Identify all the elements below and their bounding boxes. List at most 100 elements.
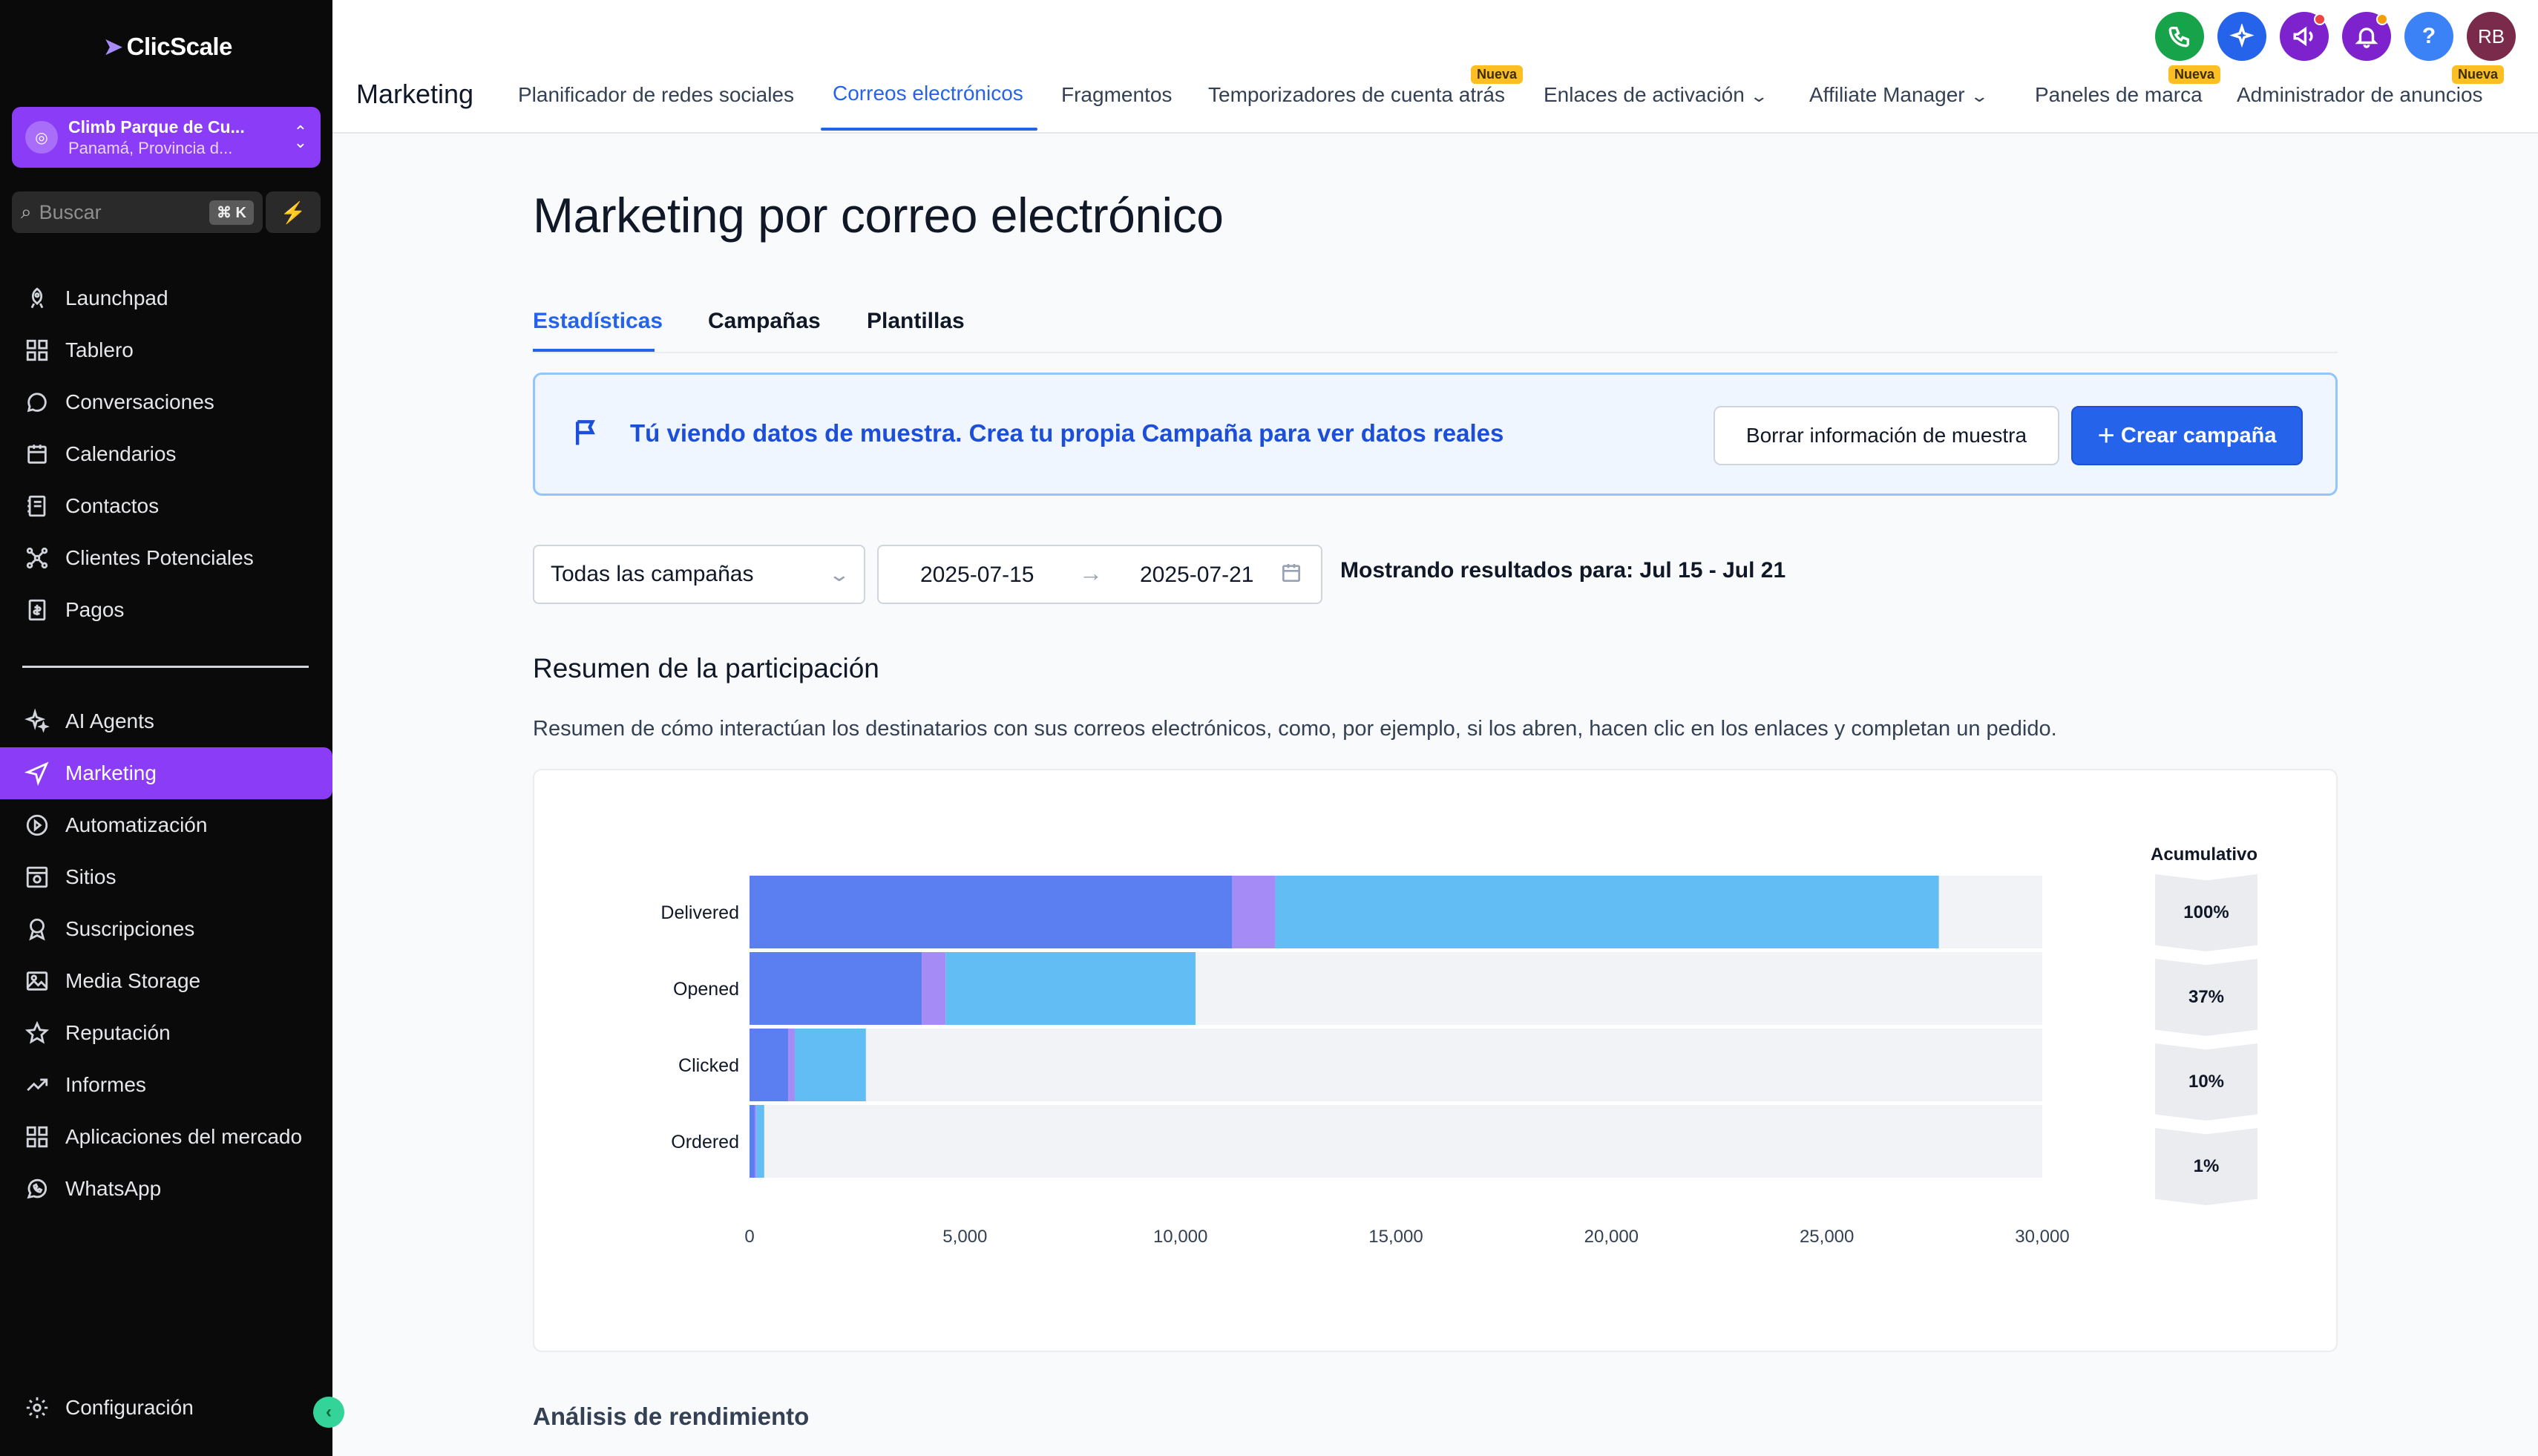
tab-paneles[interactable]: Paneles de marca bbox=[2035, 83, 2203, 106]
bar-segment bbox=[794, 1029, 866, 1101]
flag-icon bbox=[571, 416, 603, 453]
quick-action-button[interactable]: ⚡ bbox=[266, 191, 321, 233]
results-range-text: Mostrando resultados para: Jul 15 - Jul … bbox=[1340, 558, 1786, 583]
chevron-down-icon: ⌄ bbox=[1969, 87, 1989, 105]
tab-enlaces[interactable]: Enlaces de activación ⌄ bbox=[1544, 83, 1768, 106]
bar-segment bbox=[750, 876, 1233, 948]
bar-segment bbox=[788, 1029, 795, 1101]
clear-sample-data-button[interactable]: Borrar información de muestra bbox=[1714, 406, 2059, 465]
tab-correos[interactable]: Correos electrónicos bbox=[833, 82, 1023, 105]
notification-dot bbox=[2314, 13, 2326, 25]
cumulative-value: 100% bbox=[2155, 874, 2257, 951]
search-input[interactable]: ⌕ Buscar ⌘ K bbox=[12, 191, 263, 233]
tab-temporizadores[interactable]: Temporizadores de cuenta atrás bbox=[1208, 83, 1505, 106]
calendar-icon bbox=[22, 439, 52, 469]
engagement-title: Resumen de la participación bbox=[533, 653, 879, 683]
campaign-select[interactable]: Todas las campañas ⌄ bbox=[533, 545, 865, 604]
active-subtab-indicator bbox=[533, 349, 655, 352]
help-icon: ? bbox=[2421, 24, 2436, 48]
bar-segment bbox=[750, 1029, 789, 1101]
tab-fragmentos[interactable]: Fragmentos bbox=[1061, 83, 1173, 106]
bar-track bbox=[750, 1105, 2042, 1178]
date-range-picker[interactable]: 2025-07-15 → 2025-07-21 bbox=[877, 545, 1322, 604]
user-avatar[interactable]: RB bbox=[2467, 12, 2516, 61]
top-navigation: Marketing Planificador de redes sociales… bbox=[332, 0, 2538, 134]
sparkles-icon bbox=[22, 706, 52, 736]
y-tick-label: Opened bbox=[673, 979, 739, 1000]
create-campaign-button[interactable]: + Crear campaña bbox=[2071, 406, 2303, 465]
active-tab-indicator bbox=[821, 128, 1037, 131]
account-switcher[interactable]: ◎ Climb Parque de Cu... Panamá, Provinci… bbox=[12, 107, 321, 168]
sidebar-item-configuracion[interactable]: Configuración bbox=[0, 1382, 332, 1434]
notifications-button[interactable] bbox=[2342, 12, 2391, 61]
sidebar-item-automatizacion[interactable]: Automatización bbox=[0, 799, 332, 851]
sidebar-item-media-storage[interactable]: Media Storage bbox=[0, 955, 332, 1007]
tab-estadisticas[interactable]: Estadísticas bbox=[533, 309, 663, 333]
sparkles-icon bbox=[2229, 24, 2255, 48]
sidebar-item-tablero[interactable]: Tablero bbox=[0, 324, 332, 376]
sidebar-item-contactos[interactable]: Contactos bbox=[0, 480, 332, 532]
sidebar-item-ai-agents[interactable]: AI Agents bbox=[0, 695, 332, 747]
tab-anuncios[interactable]: Administrador de anuncios bbox=[2237, 83, 2483, 106]
announcements-button[interactable] bbox=[2280, 12, 2329, 61]
app-logo[interactable]: ➤ ClicScale bbox=[104, 33, 232, 60]
cumulative-title: Acumulativo bbox=[2151, 845, 2258, 865]
award-icon bbox=[22, 914, 52, 944]
subtabs-divider bbox=[533, 352, 2338, 353]
new-badge: Nueva bbox=[2168, 65, 2221, 84]
sidebar-item-marketing[interactable]: Marketing bbox=[0, 747, 332, 799]
bar-segment bbox=[750, 1105, 755, 1178]
page-title: Marketing por correo electrónico bbox=[533, 188, 1224, 243]
gear-icon bbox=[22, 1393, 52, 1423]
phone-button[interactable] bbox=[2155, 12, 2204, 61]
tab-affiliate[interactable]: Affiliate Manager ⌄ bbox=[1809, 83, 1989, 106]
collapse-sidebar-button[interactable]: ‹ bbox=[313, 1397, 344, 1428]
location-avatar-icon: ◎ bbox=[25, 121, 58, 154]
section-title: Marketing bbox=[356, 79, 474, 109]
x-tick-label: 25,000 bbox=[1800, 1227, 1854, 1247]
y-tick-label: Clicked bbox=[678, 1055, 739, 1076]
ai-assistant-button[interactable] bbox=[2217, 12, 2266, 61]
sidebar-item-sitios[interactable]: Sitios bbox=[0, 851, 332, 903]
help-button[interactable]: ? bbox=[2404, 12, 2453, 61]
bar-segment bbox=[750, 952, 922, 1025]
tab-planificador[interactable]: Planificador de redes sociales bbox=[518, 83, 794, 106]
trending-icon bbox=[22, 1070, 52, 1100]
sidebar-item-whatsapp[interactable]: WhatsApp bbox=[0, 1163, 332, 1215]
calendar-icon[interactable] bbox=[1279, 561, 1303, 591]
sample-data-banner: Tú viendo datos de muestra. Crea tu prop… bbox=[533, 373, 2338, 496]
sidebar-item-conversaciones[interactable]: Conversaciones bbox=[0, 376, 332, 428]
bell-icon bbox=[2355, 27, 2378, 48]
sidebar-item-pagos[interactable]: Pagos bbox=[0, 584, 332, 636]
lightning-icon: ⚡ bbox=[280, 200, 306, 224]
sidebar-item-suscripciones[interactable]: Suscripciones bbox=[0, 903, 332, 955]
sidebar-item-reputacion[interactable]: Reputación bbox=[0, 1007, 332, 1059]
bar-segment bbox=[945, 952, 1196, 1025]
payments-icon bbox=[22, 595, 52, 625]
new-badge: Nueva bbox=[2452, 65, 2505, 84]
star-icon bbox=[22, 1018, 52, 1048]
bar-segment bbox=[1232, 876, 1276, 948]
leads-network-icon bbox=[22, 543, 52, 573]
account-location: Panamá, Provincia d... bbox=[68, 138, 233, 157]
chevron-left-icon: ‹ bbox=[326, 1402, 332, 1422]
sidebar-item-aplicaciones-del-mercado[interactable]: Aplicaciones del mercado bbox=[0, 1111, 332, 1163]
chevron-down-icon: ⌄ bbox=[1749, 87, 1768, 105]
chevron-down-icon: ⌄ bbox=[827, 563, 851, 586]
bar-track bbox=[750, 1029, 2042, 1101]
x-tick-label: 10,000 bbox=[1153, 1227, 1207, 1247]
search-icon: ⌕ bbox=[21, 200, 32, 223]
sidebar-item-clientes-potenciales[interactable]: Clientes Potenciales bbox=[0, 532, 332, 584]
sidebar-item-informes[interactable]: Informes bbox=[0, 1059, 332, 1111]
cumulative-value: 10% bbox=[2155, 1043, 2257, 1121]
start-date-input[interactable]: 2025-07-15 bbox=[920, 563, 1034, 587]
tab-plantillas[interactable]: Plantillas bbox=[867, 309, 965, 333]
account-name: Climb Parque de Cu... bbox=[68, 117, 245, 137]
automation-icon bbox=[22, 810, 52, 840]
sidebar-item-calendarios[interactable]: Calendarios bbox=[0, 428, 332, 480]
cumulative-value: 1% bbox=[2155, 1128, 2257, 1205]
end-date-input[interactable]: 2025-07-21 bbox=[1140, 563, 1254, 587]
sidebar-item-launchpad[interactable]: Launchpad bbox=[0, 272, 332, 324]
tab-campanas[interactable]: Campañas bbox=[708, 309, 821, 333]
x-tick-label: 0 bbox=[744, 1227, 754, 1247]
